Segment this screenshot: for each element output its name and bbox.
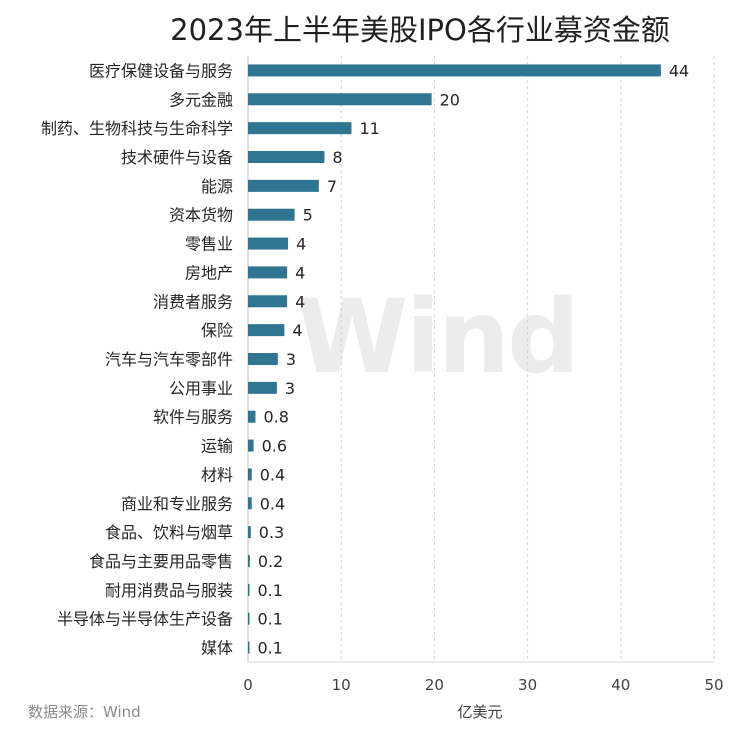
value-label: 5 bbox=[303, 206, 313, 225]
category-label: 公用事业 bbox=[169, 379, 233, 398]
category-label: 材料 bbox=[201, 465, 233, 484]
x-tick-label: 10 bbox=[332, 676, 351, 694]
x-tick-label: 40 bbox=[611, 676, 630, 694]
category-label: 汽车与汽车零部件 bbox=[105, 350, 233, 369]
x-axis-title: 亿美元 bbox=[457, 703, 502, 721]
category-label: 商业和专业服务 bbox=[121, 494, 233, 513]
value-label: 0.1 bbox=[258, 639, 283, 658]
category-label: 软件与服务 bbox=[153, 408, 233, 427]
bar bbox=[248, 497, 252, 510]
bar-series bbox=[248, 64, 661, 654]
category-label: 能源 bbox=[201, 177, 233, 196]
bar bbox=[248, 555, 250, 567]
watermark-text: Wind bbox=[296, 278, 577, 397]
bar bbox=[248, 353, 278, 365]
category-label: 运输 bbox=[201, 437, 233, 456]
bar bbox=[248, 64, 661, 77]
value-label: 0.2 bbox=[258, 552, 283, 571]
bar bbox=[248, 468, 252, 481]
bar bbox=[248, 526, 251, 539]
category-label: 食品、饮料与烟草 bbox=[105, 523, 233, 542]
category-label: 医疗保健设备与服务 bbox=[89, 61, 233, 80]
value-label: 44 bbox=[669, 61, 689, 80]
value-label: 4 bbox=[296, 235, 306, 254]
bar bbox=[248, 410, 256, 423]
bar bbox=[248, 151, 325, 163]
bar bbox=[248, 612, 250, 625]
category-label: 房地产 bbox=[185, 263, 233, 282]
bar bbox=[248, 266, 288, 279]
category-label: 耐用消费品与服装 bbox=[105, 581, 233, 600]
value-label: 4 bbox=[295, 292, 305, 311]
value-label: 0.6 bbox=[262, 437, 287, 456]
bar bbox=[248, 122, 352, 135]
chart-title: 2023年上半年美股IPO各行业募资金额 bbox=[170, 13, 670, 47]
x-tick-label: 0 bbox=[243, 676, 253, 694]
bar bbox=[248, 295, 288, 308]
category-label: 制药、生物科技与生命科学 bbox=[41, 119, 233, 138]
value-label: 7 bbox=[327, 177, 337, 196]
category-label: 技术硬件与设备 bbox=[121, 148, 233, 167]
bar bbox=[248, 208, 295, 221]
value-label: 8 bbox=[332, 148, 342, 167]
category-label: 保险 bbox=[201, 321, 233, 340]
source-note: 数据来源：Wind bbox=[28, 703, 141, 721]
bar bbox=[248, 179, 319, 192]
bar bbox=[248, 93, 432, 106]
bar bbox=[248, 641, 250, 654]
x-tick-label: 20 bbox=[425, 676, 444, 694]
category-label: 消费者服务 bbox=[153, 292, 233, 311]
category-label: 半导体与半导体生产设备 bbox=[57, 610, 233, 629]
value-label: 20 bbox=[440, 90, 460, 109]
category-label: 食品与主要用品零售 bbox=[89, 552, 233, 571]
category-label: 零售业 bbox=[185, 235, 233, 254]
bar bbox=[248, 583, 250, 596]
category-label: 多元金融 bbox=[169, 90, 233, 109]
value-labels: 4420118754444330.80.60.40.40.30.20.10.10… bbox=[258, 61, 690, 657]
value-label: 3 bbox=[286, 350, 296, 369]
value-label: 0.1 bbox=[258, 610, 283, 629]
bar bbox=[248, 381, 277, 394]
category-labels: 医疗保健设备与服务多元金融制药、生物科技与生命科学技术硬件与设备能源资本货物零售… bbox=[41, 61, 233, 657]
category-label: 媒体 bbox=[201, 639, 233, 658]
category-label: 资本货物 bbox=[169, 206, 233, 225]
value-label: 0.3 bbox=[259, 523, 284, 542]
value-label: 4 bbox=[295, 263, 305, 282]
value-label: 0.1 bbox=[258, 581, 283, 600]
x-tick-label: 50 bbox=[704, 676, 723, 694]
x-tick-label: 30 bbox=[518, 676, 537, 694]
value-label: 0.4 bbox=[260, 465, 285, 484]
bar bbox=[248, 237, 289, 250]
bar bbox=[248, 324, 285, 337]
x-axis-ticks: 0 10 20 30 40 50 bbox=[243, 676, 723, 694]
bar bbox=[248, 439, 254, 452]
value-label: 3 bbox=[285, 379, 295, 398]
grid-lines bbox=[340, 56, 715, 662]
value-label: 11 bbox=[359, 119, 379, 138]
value-label: 4 bbox=[292, 321, 302, 340]
value-label: 0.4 bbox=[260, 494, 285, 513]
value-label: 0.8 bbox=[263, 408, 288, 427]
